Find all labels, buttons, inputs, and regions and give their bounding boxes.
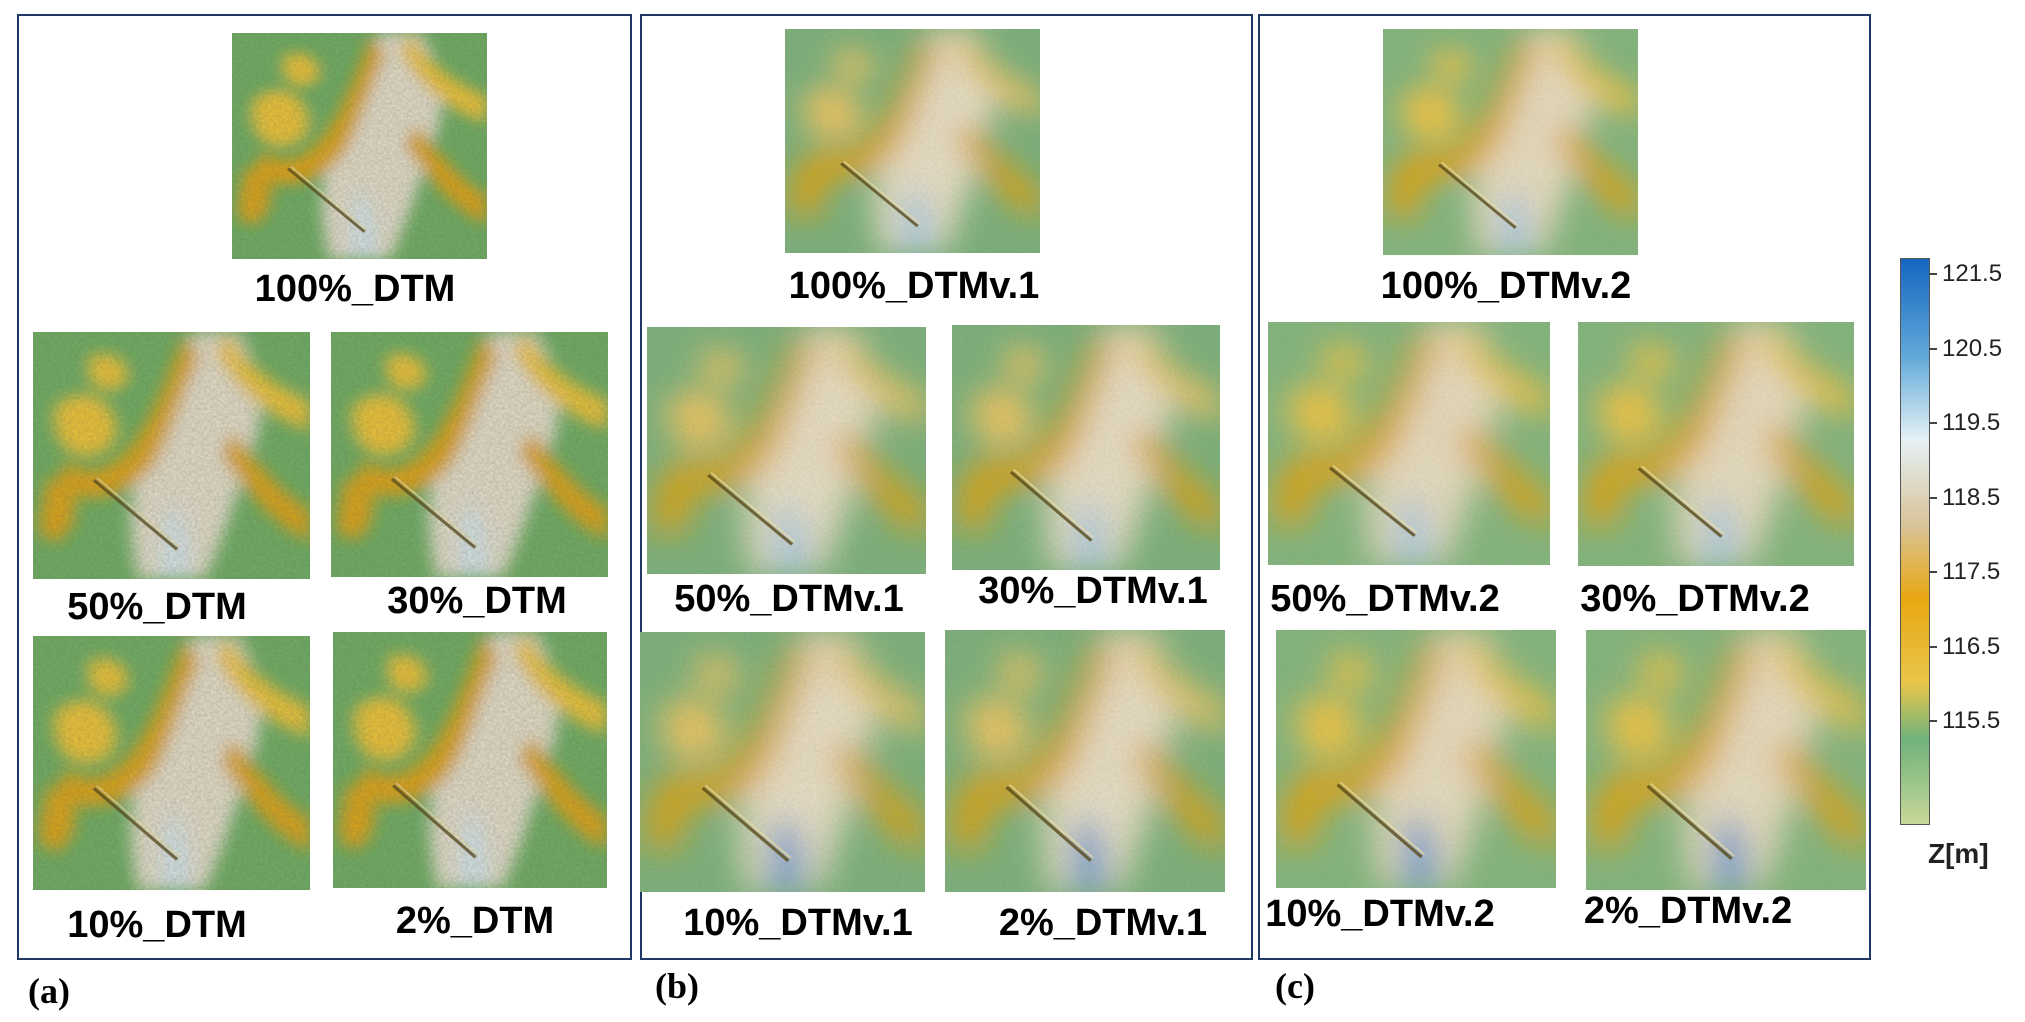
dem-tile-c-2 [1578, 322, 1854, 566]
legend-tick-mark [1929, 422, 1937, 424]
caption-b-10: 10%_DTMv.1 [683, 902, 913, 944]
dem-tile-a-3 [33, 636, 310, 890]
caption-a-50: 50%_DTM [67, 586, 247, 628]
caption-b-50: 50%_DTMv.1 [674, 578, 904, 620]
subfigure-label-a: (a) [28, 971, 70, 1011]
legend-tick-mark [1929, 571, 1937, 573]
legend-tick-label: 119.5 [1942, 409, 2001, 436]
caption-b-2: 2%_DTMv.1 [998, 902, 1208, 944]
legend-tick-mark [1929, 496, 1937, 499]
legend-unit-label: Z[m] [1928, 838, 1989, 869]
caption-c-10: 10%_DTMv.2 [1265, 893, 1495, 935]
dem-tile-a-2 [331, 332, 608, 577]
dem-tile-a-0 [232, 33, 487, 259]
caption-b-30: 30%_DTMv.1 [978, 570, 1208, 612]
legend-tick-label: 117.5 [1942, 558, 2001, 585]
caption-c-30: 30%_DTMv.2 [1580, 578, 1810, 620]
dem-tile-a-4 [333, 632, 607, 888]
legend-tick-mark [1929, 347, 1937, 350]
dem-tile-b-3 [640, 632, 925, 892]
dem-tile-c-0 [1383, 29, 1638, 255]
legend-tick-label: 115.5 [1942, 707, 2001, 734]
caption-c-2: 2%_DTMv.2 [1583, 890, 1793, 932]
dem-tile-b-0 [785, 29, 1040, 253]
caption-a-10: 10%_DTM [67, 904, 247, 946]
dem-tile-b-4 [945, 630, 1225, 892]
caption-a-100: 100%_DTM [254, 268, 456, 310]
legend-tick-label: 120.5 [1942, 334, 2003, 362]
caption-a-30: 30%_DTM [387, 580, 567, 622]
dem-tile-c-1 [1268, 322, 1550, 565]
legend-tick-label: 118.5 [1942, 483, 2001, 511]
legend-tick-mark [1929, 645, 1937, 648]
subfigure-label-b: (b) [655, 966, 699, 1006]
elevation-color-bar [1900, 258, 1930, 825]
dem-tile-c-3 [1276, 630, 1556, 888]
dem-tile-c-4 [1586, 630, 1866, 890]
legend-tick-label: 116.5 [1942, 632, 2001, 660]
legend-tick-label: 121.5 [1942, 260, 2003, 287]
subfigure-label-c: (c) [1275, 966, 1315, 1006]
legend-tick-mark [1929, 273, 1937, 275]
caption-b-100: 100%_DTMv.1 [788, 265, 1040, 307]
dem-tile-b-1 [647, 327, 926, 574]
caption-a-2: 2%_DTM [395, 900, 555, 942]
caption-c-50: 50%_DTMv.2 [1270, 578, 1500, 620]
caption-c-100: 100%_DTMv.2 [1380, 265, 1632, 307]
legend-tick-mark [1929, 720, 1937, 722]
dem-tile-b-2 [952, 325, 1220, 570]
dem-tile-a-1 [33, 332, 310, 579]
